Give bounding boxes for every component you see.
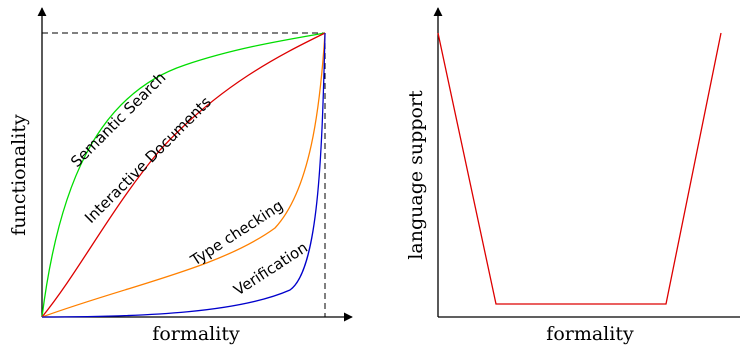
left-y-axis-label: functionality	[8, 114, 30, 236]
right-panel: formality language support	[405, 7, 740, 345]
right-x-axis-label: formality	[546, 323, 634, 345]
interactive-documents-label: Interactive Documents	[81, 93, 215, 227]
verification-curve	[41, 32, 326, 318]
type-checking-curve	[41, 32, 326, 318]
left-x-axis-label: formality	[152, 323, 240, 345]
semantic-search-curve	[41, 32, 326, 318]
right-y-axis-label: language support	[405, 90, 427, 260]
language-support-curve	[437, 32, 722, 305]
interactive-documents-curve	[41, 32, 326, 318]
left-panel: Semantic Search Interactive Documents Ty…	[8, 7, 353, 345]
